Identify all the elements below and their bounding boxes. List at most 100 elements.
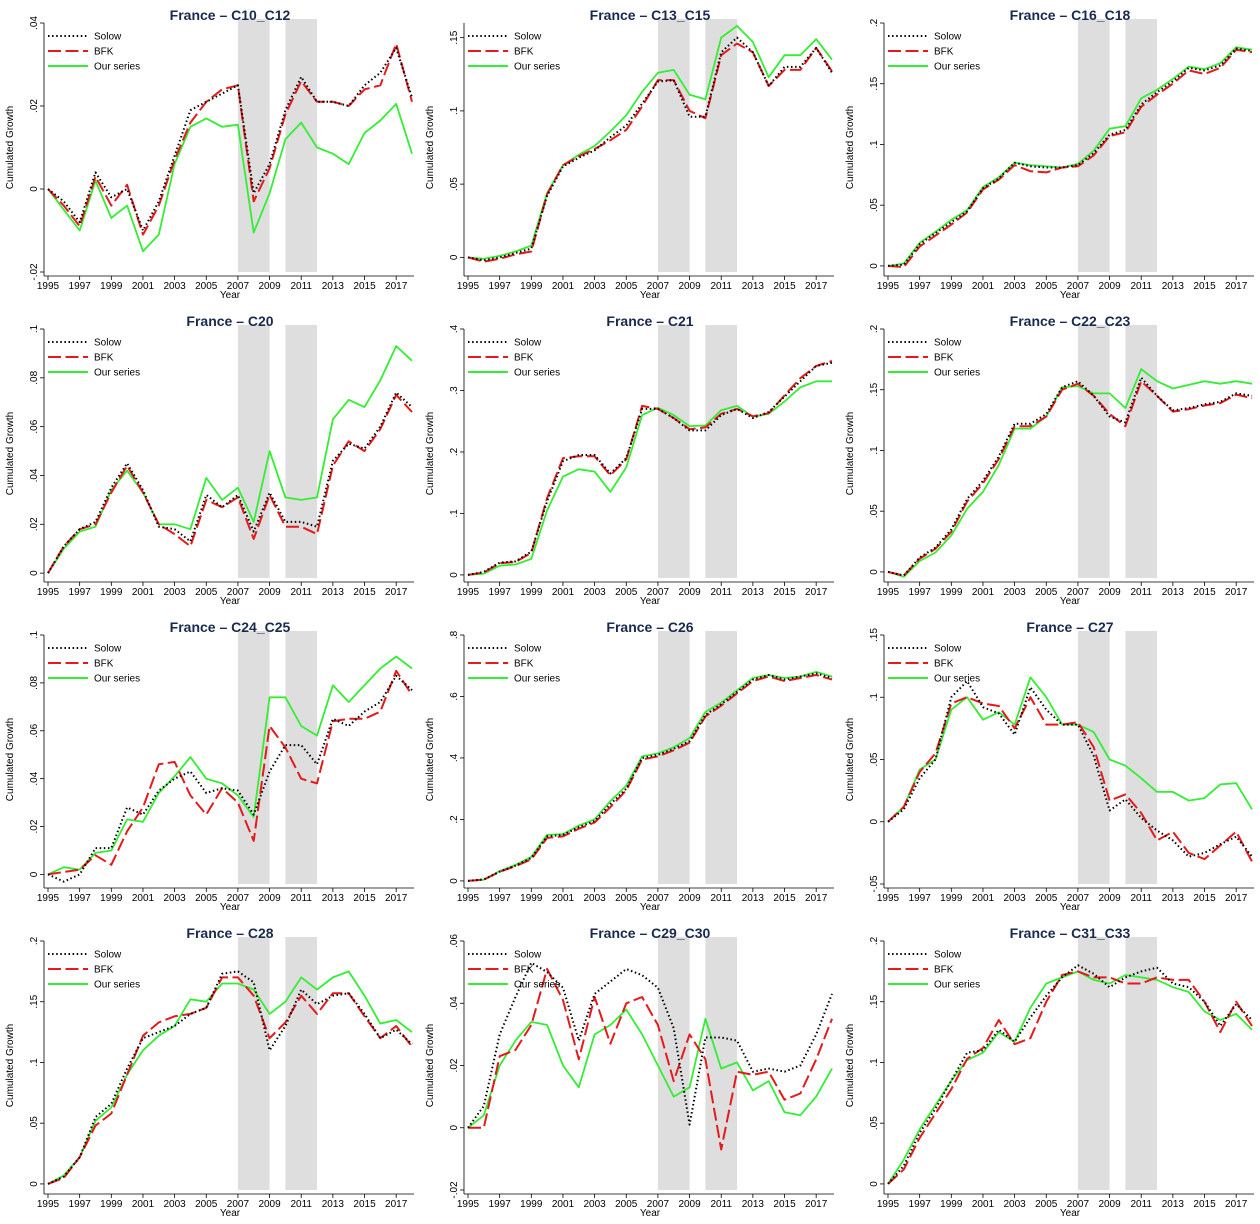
x-tick-label: 2007 [647, 587, 670, 598]
x-axis-label: Year [220, 902, 241, 913]
chart-title: France – C13_C15 [590, 7, 711, 23]
x-tick-label: 1997 [489, 893, 512, 904]
y-tick-label: .15 [869, 628, 880, 642]
x-tick-label: 1997 [489, 1199, 512, 1210]
x-tick-label: 2013 [742, 587, 765, 598]
x-tick-label: 2007 [227, 1199, 250, 1210]
y-tick-label: .1 [449, 106, 460, 115]
recession-band [705, 631, 738, 884]
x-tick-label: 2001 [132, 587, 155, 598]
x-axis-label: Year [220, 596, 241, 607]
x-tick-label: 2013 [322, 587, 345, 598]
x-tick-label: 1999 [520, 281, 543, 292]
y-tick-label: .1 [29, 630, 40, 639]
y-tick-label: .05 [869, 504, 880, 518]
x-tick-label: 2017 [1225, 893, 1248, 904]
x-tick-label: 1995 [37, 281, 60, 292]
chart-panel: 0 .05 .1 .15 .2 1995 1997 1999 2001 2003 2005 2007 2… [0, 918, 420, 1224]
chart-panel: 0 .1 .2 .3 .4 1995 1997 1999 2001 2003 2005 2007 200… [420, 306, 840, 612]
legend-label: Solow [94, 950, 122, 961]
x-tick-label: 2017 [805, 1199, 828, 1210]
x-tick-label: 2011 [1130, 587, 1152, 598]
y-tick-label: .05 [449, 177, 460, 191]
x-tick-label: 2001 [972, 893, 995, 904]
x-tick-label: 1995 [457, 1199, 480, 1210]
series-line-bfk [47, 42, 413, 236]
chart-panel: 0 .05 .1 .15 .2 1995 1997 1999 2001 2003 2005 2007 2… [840, 0, 1260, 306]
y-tick-label: .15 [29, 994, 40, 1008]
x-tick-label: 2003 [163, 281, 186, 292]
chart-panel: -.02 0 .02 .04 1995 1997 1999 2001 2003 2005 2007 2… [0, 0, 420, 306]
x-tick-label: 2015 [1193, 893, 1216, 904]
y-axis-label: Cumulated Growth [845, 718, 856, 801]
recession-band [705, 19, 738, 272]
y-tick-label: 0 [449, 878, 460, 884]
chart-title: France – C10_C12 [170, 7, 291, 23]
series-line-solow [467, 361, 833, 576]
legend-label: Solow [514, 32, 542, 43]
chart-title: France – C21 [606, 313, 693, 329]
y-tick-label: .1 [869, 1058, 880, 1067]
y-tick-label: .1 [869, 693, 880, 702]
legend-label: Solow [934, 338, 962, 349]
x-tick-label: 1997 [69, 893, 92, 904]
x-tick-label: 2011 [710, 1199, 732, 1210]
series-line-bfk [467, 674, 833, 882]
x-tick-label: 2013 [1162, 1199, 1185, 1210]
series-line-our-series [467, 671, 833, 882]
legend-label: BFK [934, 47, 954, 58]
y-tick-label: .1 [869, 446, 880, 455]
series-line-solow [47, 46, 413, 232]
y-tick-label: .8 [449, 630, 460, 639]
x-tick-label: 2011 [710, 893, 732, 904]
x-tick-label: 2009 [1098, 1199, 1121, 1210]
y-tick-label: .1 [29, 324, 40, 333]
x-tick-label: 2007 [227, 281, 250, 292]
y-tick-label: .1 [29, 1058, 40, 1067]
x-tick-label: 2007 [227, 587, 250, 598]
x-tick-label: 2017 [1225, 1199, 1248, 1210]
x-tick-label: 2015 [353, 587, 376, 598]
y-axis-label: Cumulated Growth [845, 106, 856, 189]
y-tick-label: .1 [449, 509, 460, 518]
y-tick-label: .02 [449, 1058, 460, 1072]
series-line-our-series [467, 380, 832, 576]
x-tick-label: 1999 [940, 281, 963, 292]
x-tick-label: 2013 [742, 893, 765, 904]
legend-label: Our series [514, 368, 560, 379]
x-axis-label: Year [640, 290, 661, 301]
x-axis-label: Year [640, 1208, 661, 1219]
chart-panel: 0 .02 .04 .06 .08 .1 1995 1997 1999 2001 2003 2005 2… [0, 612, 420, 918]
x-tick-label: 2001 [972, 281, 995, 292]
recession-band [285, 19, 318, 272]
x-tick-label: 2003 [163, 1199, 186, 1210]
x-tick-label: 2007 [227, 893, 250, 904]
x-tick-label: 1999 [520, 1199, 543, 1210]
recession-band [705, 325, 738, 578]
legend-label: BFK [514, 659, 534, 670]
chart-panel: 0 .05 .1 .15 .2 1995 1997 1999 2001 2003 2005 2007 2… [840, 306, 1260, 612]
x-tick-label: 2013 [1162, 893, 1185, 904]
x-tick-label: 2017 [805, 281, 828, 292]
x-tick-label: 2013 [322, 1199, 345, 1210]
y-tick-label: .02 [29, 99, 40, 113]
x-tick-label: 2005 [1035, 1199, 1058, 1210]
chart-title: France – C31_C33 [1010, 925, 1131, 941]
x-tick-label: 2015 [353, 1199, 376, 1210]
chart-title: France – C29_C30 [590, 925, 711, 941]
x-axis-label: Year [220, 290, 241, 301]
y-tick-label: 0 [869, 819, 880, 825]
x-tick-label: 1995 [877, 587, 900, 598]
x-tick-label: 2009 [678, 587, 701, 598]
series-line-bfk [887, 970, 1253, 1185]
x-tick-label: 2009 [258, 587, 281, 598]
y-tick-label: .06 [29, 723, 40, 737]
y-tick-label: .06 [29, 419, 40, 433]
x-tick-label: 2015 [773, 587, 796, 598]
legend-label: BFK [514, 353, 534, 364]
series-line-bfk [468, 968, 833, 1151]
series-line-solow [467, 961, 833, 1129]
series-line-bfk [887, 48, 1253, 269]
legend-label: BFK [94, 47, 114, 58]
x-tick-label: 2009 [258, 1199, 281, 1210]
